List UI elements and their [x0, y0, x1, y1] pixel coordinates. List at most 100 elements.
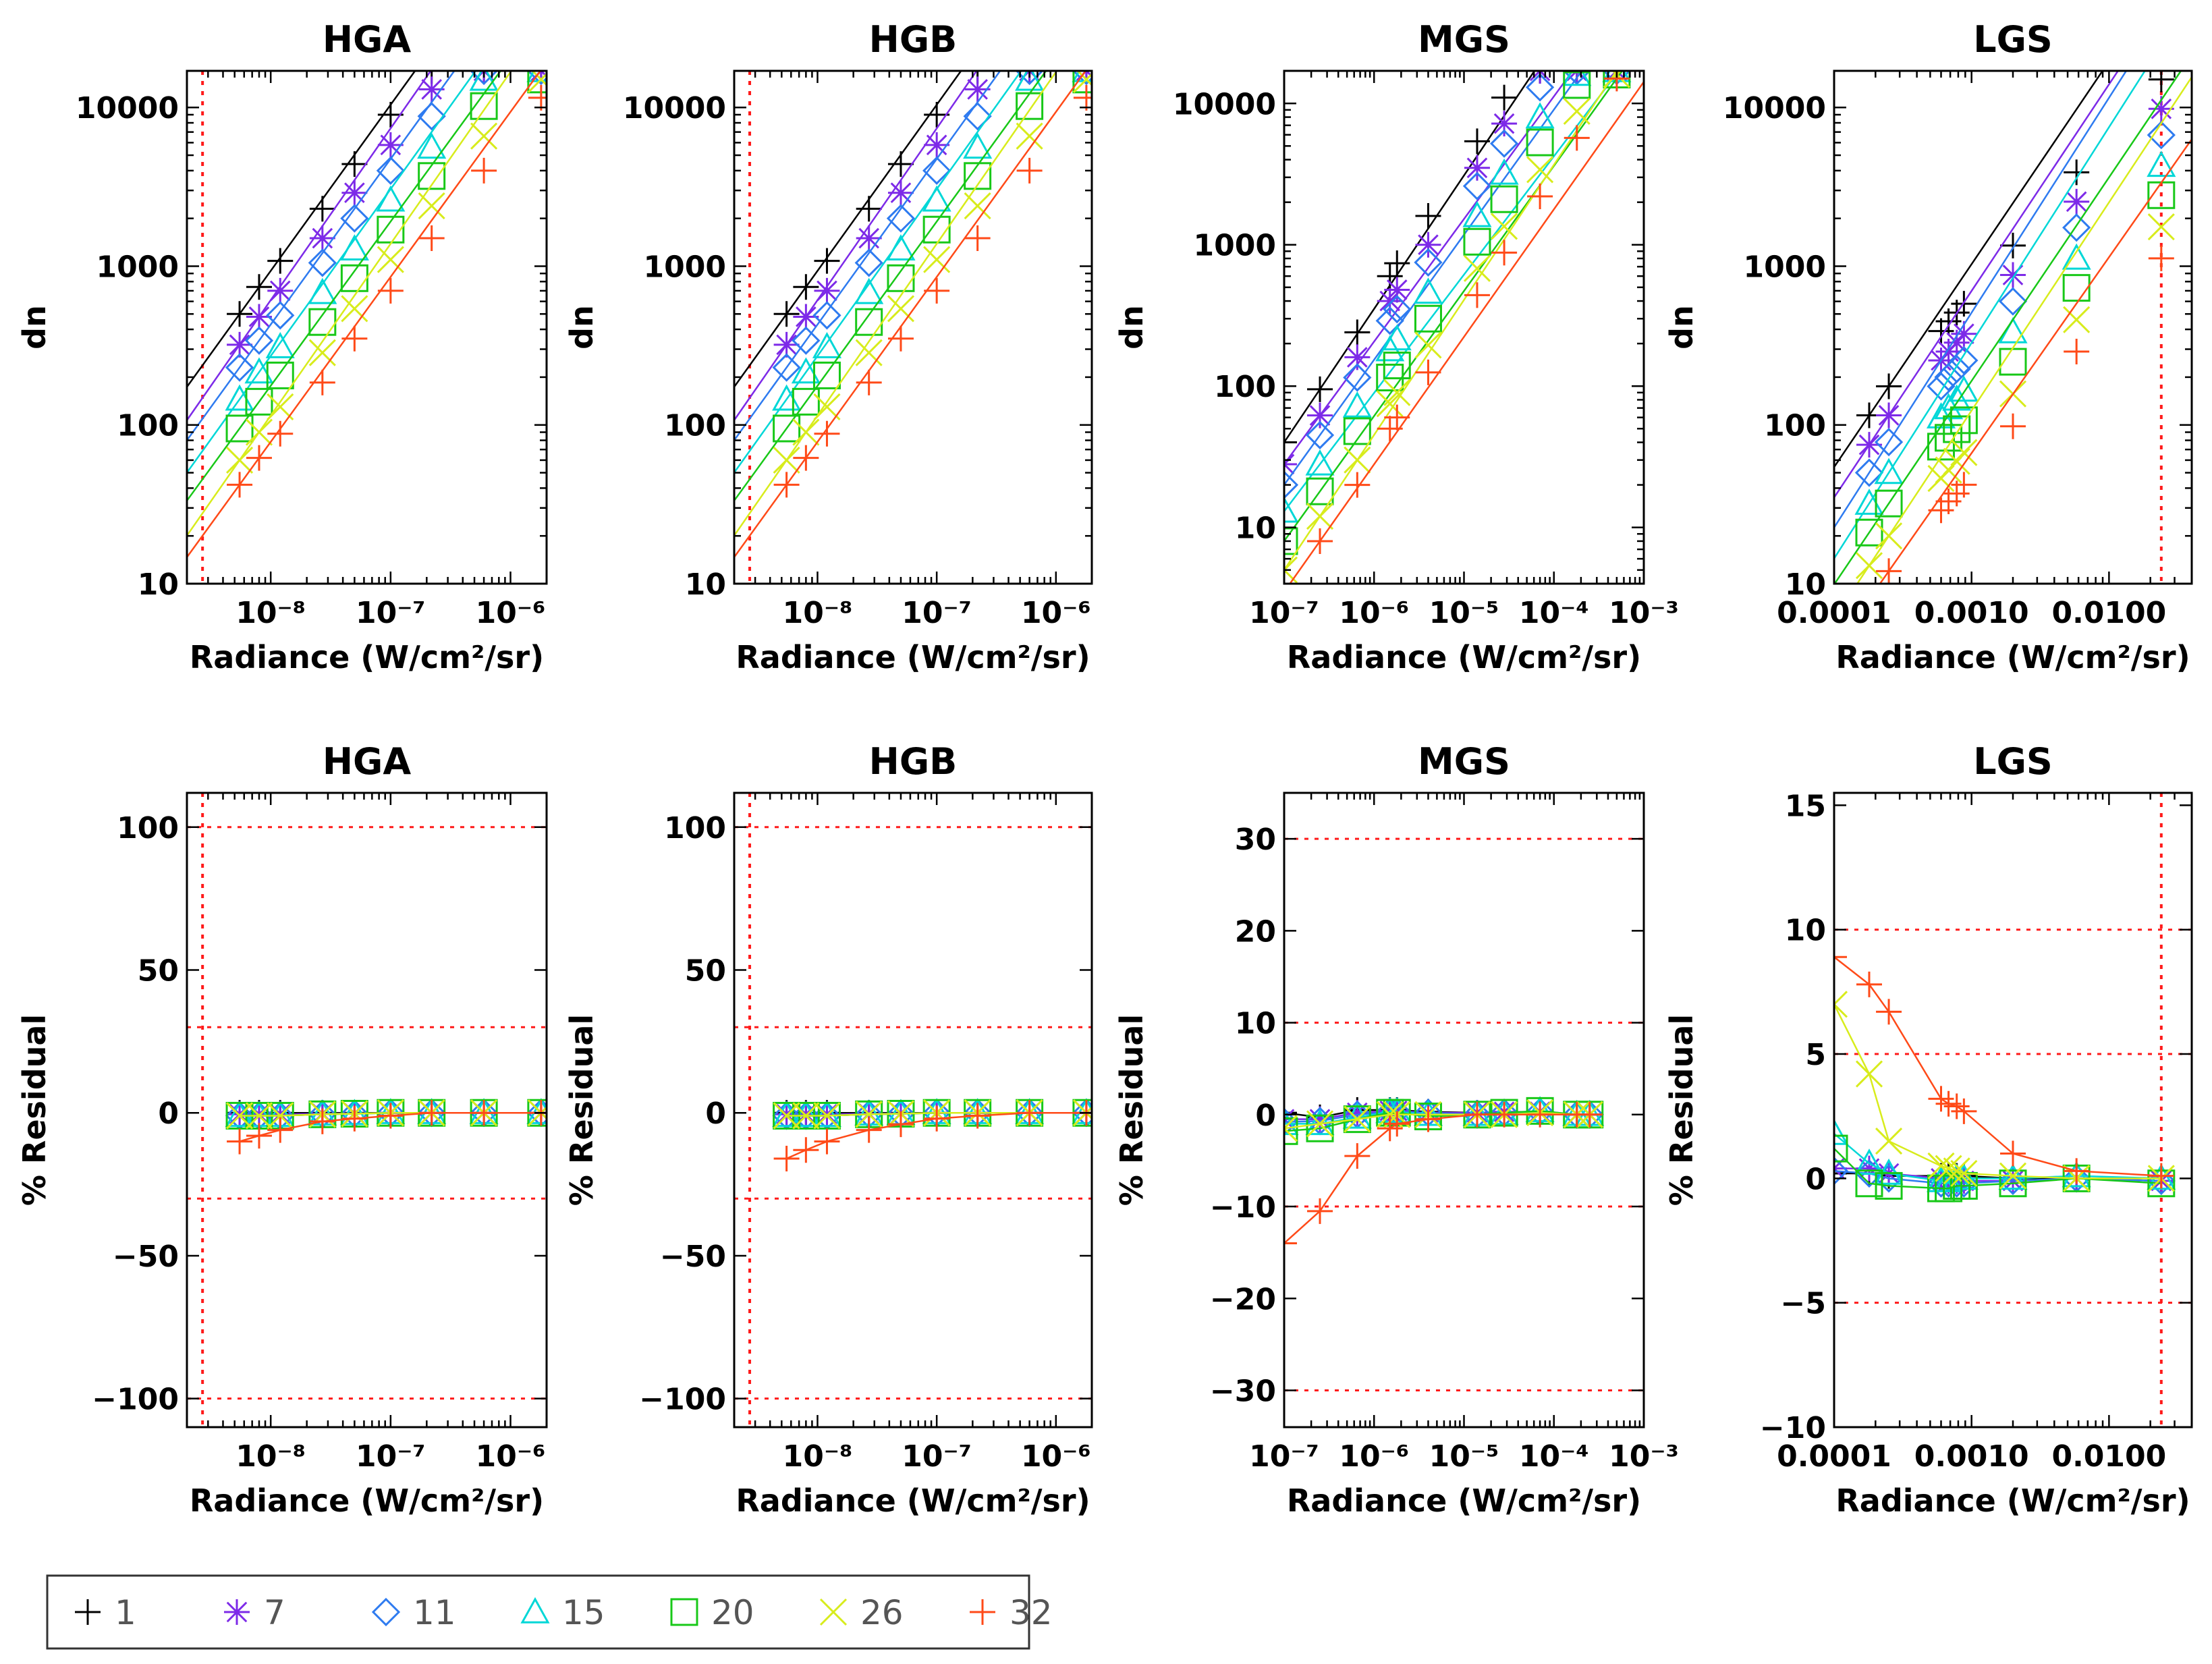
data-point-32 [341, 325, 368, 352]
data-point-32 [1344, 472, 1371, 498]
data-point-7 [1491, 111, 1518, 137]
data-point-7 [887, 179, 914, 206]
y-axis-label: dn [16, 305, 53, 350]
data-point-20 [1343, 417, 1371, 445]
data-point-26 [1875, 522, 1903, 550]
panel-LGS-residual: 0.0001 0.0010 0.0100 −10 −5 0 5 10 15 LGS Radiance… [1663, 740, 2193, 1519]
data-point-26 [1563, 97, 1591, 125]
data-point-20 [470, 92, 498, 120]
data-point-7 [1415, 231, 1441, 258]
data-point-32 [1415, 1106, 1441, 1132]
data-point-20 [1935, 424, 1963, 452]
data-point-20 [1935, 1174, 1963, 1202]
data-point-20 [1834, 1134, 1848, 1163]
tick-marks [1833, 71, 2193, 585]
data-point-20 [773, 414, 801, 443]
data-point-15 [2062, 243, 2091, 270]
series-line-20 [187, 71, 502, 501]
x-tick-label: 10⁻⁸ [236, 1439, 306, 1474]
x-axis-label: Radiance (W/cm²/sr) [736, 639, 1090, 675]
x-tick-label: 10⁻⁸ [236, 596, 306, 630]
data-point-1 [267, 248, 294, 274]
series-line-26 [734, 71, 1058, 536]
data-point-26 [377, 246, 404, 273]
data-point-32 [1856, 971, 1882, 997]
reference-lines [734, 793, 1092, 1427]
legend-item-15: 15 [520, 1593, 605, 1632]
y-tick-label: 10000 [1173, 87, 1276, 121]
legend-item-7: 7 [224, 1593, 285, 1632]
data-point-15 [244, 357, 274, 384]
data-point-15 [922, 185, 951, 212]
data-point-32 [1384, 1111, 1410, 1137]
y-tick-label: 10 [1235, 511, 1276, 546]
data-point-32 [1415, 359, 1441, 385]
y-tick-label: 1000 [644, 250, 726, 284]
data-point-32 [887, 1111, 914, 1138]
x-tick-label: 10⁻³ [1609, 596, 1679, 630]
data-point-11 [266, 301, 295, 330]
chart-title: HGB [869, 740, 958, 783]
data-point-15 [1489, 158, 1519, 185]
y-tick-label: 100 [117, 811, 179, 845]
data-point-15 [1949, 375, 1979, 402]
tick-marks [186, 793, 548, 1427]
data-point-15 [1462, 200, 1492, 227]
data-point-32 [1876, 558, 1902, 584]
data-point-7 [227, 331, 253, 358]
data-point-32 [1603, 71, 1630, 92]
data-point-32 [2148, 245, 2174, 271]
data-point-26 [1834, 991, 1848, 1018]
data-point-20 [812, 361, 841, 389]
data-point-11 [772, 353, 801, 382]
data-point-32 [1834, 944, 1847, 970]
data-point-32 [1527, 1101, 1553, 1128]
data-point-1 [246, 274, 272, 300]
series-line-20 [1834, 71, 2182, 584]
data-point-15 [1854, 1148, 1884, 1175]
data-point-7 [1856, 432, 1882, 458]
data-point-1 [2000, 232, 2026, 258]
x-tick-label: 10⁻⁶ [1021, 1439, 1091, 1474]
data-point-11 [526, 71, 547, 86]
data-point-15 [1562, 71, 1592, 86]
y-tick-label: 10 [685, 567, 726, 602]
data-point-32 [1527, 184, 1553, 210]
data-point-20 [1016, 92, 1044, 120]
data-point-1 [856, 196, 882, 222]
tick-marks [733, 71, 1093, 585]
data-point-26 [225, 446, 254, 474]
plot-frame [186, 70, 548, 585]
x-axis-label: Radiance (W/cm²/sr) [1835, 639, 2190, 675]
tick-marks [733, 793, 1093, 1427]
data-point-20 [1284, 527, 1298, 555]
series-group [1834, 71, 2192, 584]
data-point-32 [1073, 84, 1092, 111]
chart-title: MGS [1418, 18, 1510, 61]
plot-frame [1283, 70, 1645, 585]
series-line-20 [734, 71, 1047, 501]
data-point-26 [1383, 379, 1411, 406]
data-point-11 [225, 353, 254, 382]
data-point-26 [1950, 1159, 1978, 1188]
tick-marks [1283, 71, 1645, 585]
data-point-26 [773, 1102, 800, 1130]
data-point-15 [812, 1101, 842, 1128]
data-point-11 [1375, 306, 1404, 335]
data-point-26 [1855, 552, 1883, 580]
legend-item-20: 20 [670, 1593, 754, 1632]
data-point-32 [1384, 404, 1410, 431]
data-point-20 [1414, 304, 1442, 333]
data-point-11 [1834, 1157, 1849, 1186]
legend-item-32: 32 [970, 1593, 1053, 1632]
data-point-11 [963, 102, 992, 131]
legend-label: 15 [562, 1593, 605, 1632]
series-line-7 [1284, 71, 1574, 465]
y-axis-label: % Residual [563, 1014, 600, 1206]
data-point-32 [924, 1105, 950, 1132]
data-point-7 [773, 331, 800, 358]
series-line-32 [1879, 138, 2192, 584]
data-point-20 [1999, 1169, 2027, 1198]
data-point-11 [1562, 71, 1591, 86]
